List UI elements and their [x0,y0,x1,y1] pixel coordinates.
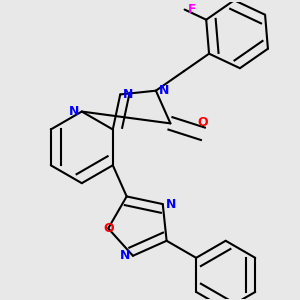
Text: O: O [198,116,208,129]
Text: N: N [166,198,176,211]
Text: N: N [159,84,169,97]
Text: F: F [188,3,196,16]
Text: O: O [103,222,113,235]
Text: N: N [68,105,79,118]
Text: N: N [123,88,134,101]
Text: N: N [120,249,130,262]
